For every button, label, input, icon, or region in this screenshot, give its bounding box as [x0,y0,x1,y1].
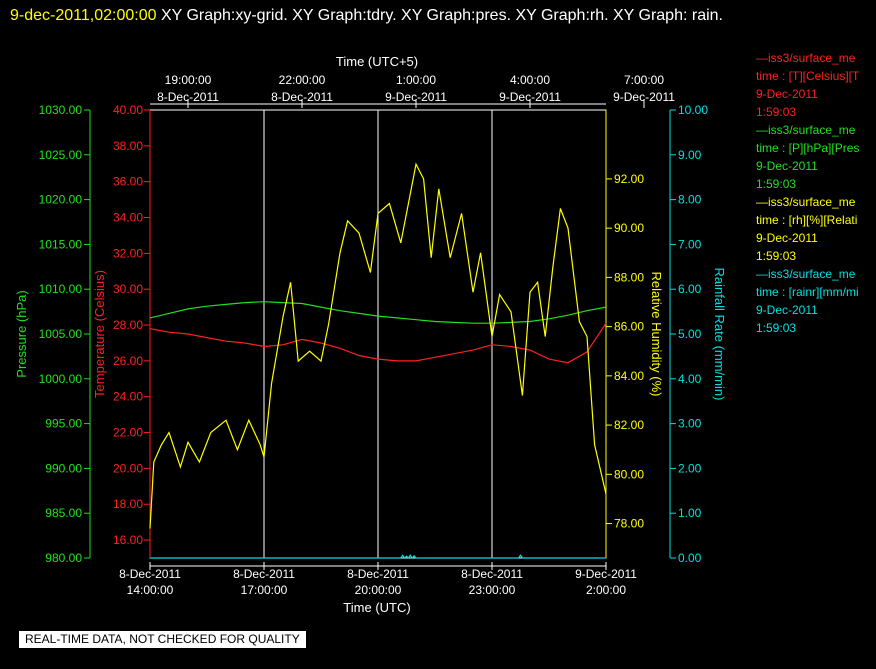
temperature-tick-label: 24.00 [113,390,143,404]
top-tick-time: 4:00:00 [510,73,550,87]
temperature-axis-title: Temperature (Celsius) [92,270,107,398]
legend-separator [756,119,876,120]
rain-tick-label: 6.00 [678,282,702,296]
rain-tick-label: 2.00 [678,461,702,475]
legend-entry-4-line4: 1:59:03 [756,321,797,335]
legend-entry-1-line3: 9-Dec-2011 [756,87,818,101]
legend-entry-2-line3: 9-Dec-2011 [756,159,818,173]
humidity-tick-label: 88.00 [614,270,644,284]
pressure-tick-label: 1020.00 [39,193,83,207]
top-tick-time: 7:00:00 [624,73,664,87]
top-axis-label: Time (UTC+5) [336,54,418,69]
top-tick-time: 1:00:00 [396,73,436,87]
temperature-tick-label: 40.00 [113,103,143,117]
graph-list: XY Graph:xy-grid. XY Graph:tdry. XY Grap… [160,7,723,24]
top-tick-date: 9-Dec-2011 [385,90,447,104]
legend-separator [756,263,876,264]
temperature-tick-label: 36.00 [113,175,143,189]
top-tick-time: 19:00:00 [165,73,212,87]
humidity-tick-label: 90.00 [614,221,644,235]
series-rh-line [149,162,607,529]
top-tick-time: 22:00:00 [279,73,326,87]
temperature-tick-label: 22.00 [113,426,143,440]
bottom-tick-date: 8-Dec-2011 [233,567,295,581]
temperature-tick-label: 32.00 [113,246,143,260]
bottom-tick-date: 9-Dec-2011 [575,567,637,581]
humidity-tick-label: 82.00 [614,418,644,432]
temperature-tick-label: 34.00 [113,211,143,225]
humidity-tick-label: 86.00 [614,320,644,334]
legend-entry-4-line2: time : [rainr][mm/mi [756,285,859,299]
pressure-tick-label: 980.00 [45,551,82,565]
bottom-axis-label: Time (UTC) [343,600,410,615]
humidity-tick-label: 84.00 [614,369,644,383]
temperature-tick-label: 30.00 [113,282,143,296]
top-tick-date: 8-Dec-2011 [271,90,333,104]
pressure-tick-label: 985.00 [45,506,82,520]
rain-tick-label: 5.00 [678,327,702,341]
top-tick-date: 9-Dec-2011 [613,90,675,104]
top-tick-date: 8-Dec-2011 [157,90,219,104]
humidity-axis-title: Relative Humidity (%) [649,272,664,397]
temperature-tick-label: 16.00 [113,533,143,547]
legend-entry-3-line2: time : [rh][%][Relati [756,213,858,227]
pressure-tick-label: 1005.00 [39,327,83,341]
rain-tick-label: 8.00 [678,193,702,207]
legend-entry-2-line1: —iss3/surface_me [756,123,856,137]
humidity-tick-label: 80.00 [614,467,644,481]
bottom-tick-time: 23:00:00 [469,583,516,597]
series-tdry-line [149,322,607,364]
legend-entry-3-line1: —iss3/surface_me [756,195,856,209]
disclaimer: REAL-TIME DATA, NOT CHECKED FOR QUALITY [19,631,306,648]
humidity-tick-label: 92.00 [614,172,644,186]
pressure-tick-label: 1000.00 [39,372,83,386]
humidity-tick-label: 78.00 [614,517,644,531]
legend-entry-4-line3: 9-Dec-2011 [756,303,818,317]
temperature-tick-label: 18.00 [113,497,143,511]
rain-tick-label: 1.00 [678,506,702,520]
bottom-tick-time: 17:00:00 [241,583,288,597]
legend-entry-4-line1: —iss3/surface_me [756,267,856,281]
pressure-tick-label: 1025.00 [39,148,83,162]
legend-entry-1-line2: time : [T][Celsius][T [756,69,860,83]
legend-separator [756,335,876,336]
legend-separator [756,191,876,192]
temperature-tick-label: 38.00 [113,139,143,153]
bottom-tick-date: 8-Dec-2011 [347,567,409,581]
rain-tick-label: 9.00 [678,148,702,162]
bottom-tick-date: 8-Dec-2011 [119,567,181,581]
pressure-tick-label: 990.00 [45,461,82,475]
graph-title: 9-dec-2011,02:00:00 XY Graph:xy-grid. XY… [10,3,860,29]
bottom-tick-date: 8-Dec-2011 [461,567,523,581]
pressure-tick-label: 995.00 [45,417,82,431]
legend-entry-2-line4: 1:59:03 [756,177,797,191]
rain-tick-label: 0.00 [678,551,702,565]
legend-entry-3-line4: 1:59:03 [756,249,797,263]
temperature-tick-label: 26.00 [113,354,143,368]
rain-tick-label: 4.00 [678,372,702,386]
pressure-tick-label: 1030.00 [39,103,83,117]
rain-tick-label: 7.00 [678,237,702,251]
series-rain-line [150,554,606,559]
legend-entry-1-line1: —iss3/surface_me [756,51,856,65]
rain-tick-label: 3.00 [678,417,702,431]
temperature-tick-label: 28.00 [113,318,143,332]
legend-entry-2-line2: time : [P][hPa][Pres [756,141,860,155]
top-tick-date: 9-Dec-2011 [499,90,561,104]
pressure-tick-label: 1010.00 [39,282,83,296]
bottom-tick-time: 2:00:00 [586,583,626,597]
rain-axis-title: Rainfall Rate (mm/min) [712,268,727,401]
timestamp: 9-dec-2011,02:00:00 [10,7,157,24]
pressure-axis-title: Pressure (hPa) [14,290,29,377]
series-pres-line [149,301,607,324]
pressure-tick-label: 1015.00 [39,237,83,251]
bottom-tick-time: 20:00:00 [355,583,402,597]
bottom-tick-time: 14:00:00 [127,583,174,597]
rain-tick-label: 10.00 [678,103,708,117]
temperature-tick-label: 20.00 [113,461,143,475]
legend-entry-1-line4: 1:59:03 [756,105,797,119]
legend-entry-3-line3: 9-Dec-2011 [756,231,818,245]
